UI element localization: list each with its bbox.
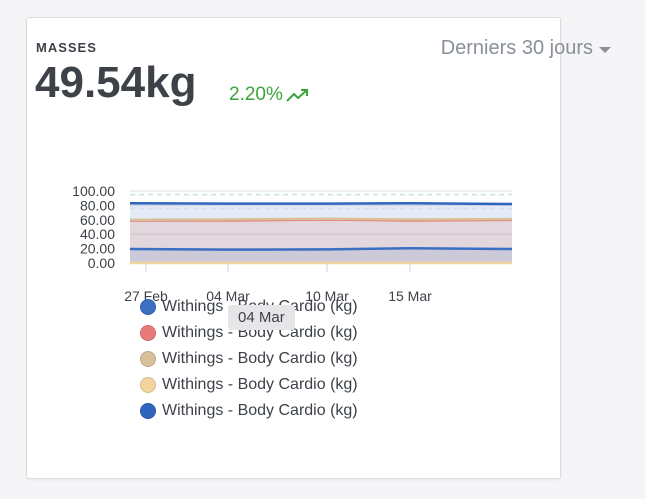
delta-value: 2.20% [229, 84, 283, 105]
series-area [130, 218, 512, 263]
trending-up-icon [286, 89, 308, 102]
y-tick-label: 0.00 [88, 255, 115, 271]
y-tick-label: 40.00 [80, 226, 115, 242]
series-area [130, 219, 512, 263]
legend-dot [140, 377, 156, 393]
x-tick-label: 15 Mar [388, 288, 432, 304]
series-line [129, 246, 513, 251]
x-tick-label: 27 Feb [124, 288, 168, 304]
series-area [130, 248, 512, 263]
y-tick-label: 60.00 [80, 212, 115, 228]
legend-item[interactable]: Withings - Body Cardio (kg) [140, 372, 358, 398]
chart-legend: Withings - Body Cardio (kg) Withings - Bo… [140, 294, 358, 424]
series-line [129, 217, 513, 222]
legend-label: Withings - Body Cardio (kg) [162, 350, 358, 367]
legend-label: Withings - Body Cardio (kg) [162, 376, 358, 393]
metric-label: MASSES [36, 40, 97, 55]
caret-down-icon [599, 46, 611, 53]
legend-dot [140, 403, 156, 419]
delta-badge: 2.20% [229, 84, 310, 106]
legend-item[interactable]: Withings - Body Cardio (kg) [140, 346, 358, 372]
metric-value: 49.54kg [35, 58, 197, 107]
legend-item[interactable]: Withings - Body Cardio (kg) [140, 398, 358, 424]
x-tick-label: 04 Mar [206, 288, 250, 304]
chart-tooltip: 04 Mar [228, 305, 295, 330]
period-label: Derniers 30 jours [440, 37, 593, 59]
legend-dot [140, 299, 156, 315]
y-tick-label: 100.00 [72, 183, 115, 199]
x-tick-label: 10 Mar [305, 288, 349, 304]
period-dropdown[interactable]: Derniers 30 jours [441, 37, 611, 60]
legend-item[interactable]: Withings - Body Cardio (kg) [140, 320, 358, 346]
y-tick-label: 80.00 [80, 197, 115, 213]
legend-label: Withings - Body Cardio (kg) [162, 402, 358, 419]
series-line [129, 201, 513, 206]
y-tick-label: 20.00 [80, 241, 115, 257]
legend-dot [140, 351, 156, 367]
legend-label: Withings - Body Cardio (kg) [162, 324, 358, 341]
legend-dot [140, 325, 156, 341]
